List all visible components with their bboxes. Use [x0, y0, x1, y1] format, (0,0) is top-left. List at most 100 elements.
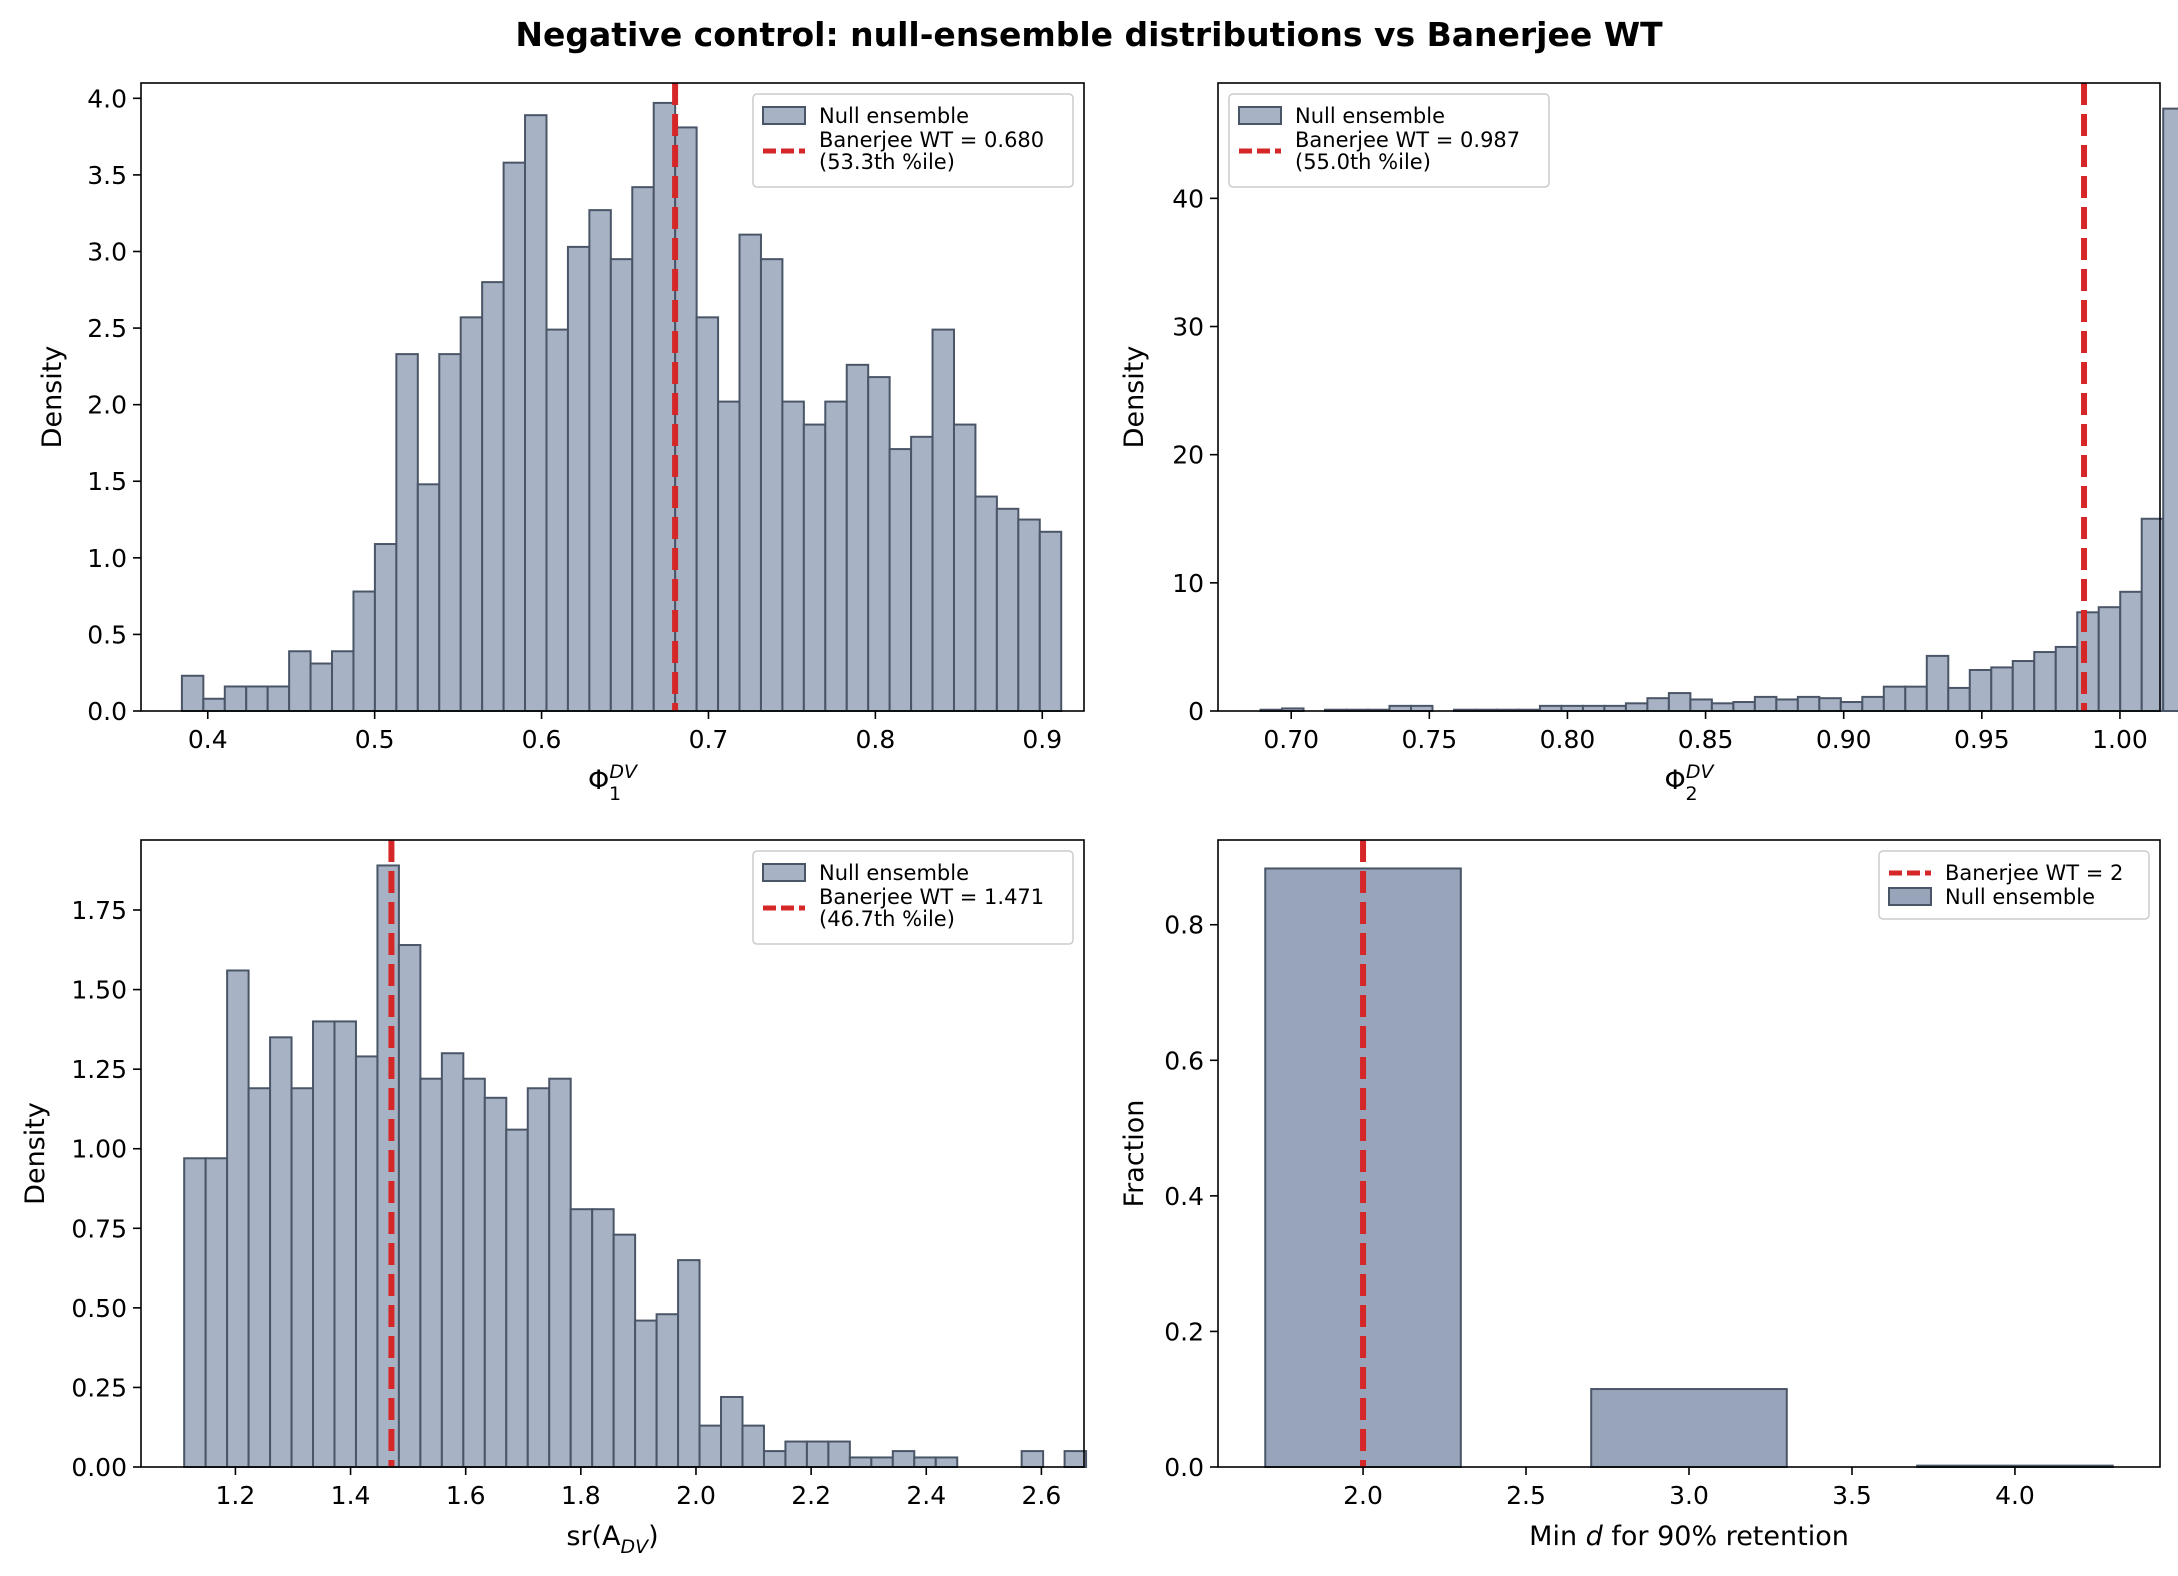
x-tick-label: 0.80	[1540, 725, 1596, 754]
x-label-sub: 1	[609, 783, 621, 805]
legend-null-label: Null ensemble	[819, 861, 969, 885]
bar	[824, 400, 848, 712]
bars-phi1	[180, 101, 1063, 713]
y-tick-label: 1.75	[71, 896, 127, 925]
bar	[223, 685, 248, 712]
bar	[1020, 1450, 1045, 1468]
axes-frame	[140, 839, 1085, 1468]
chart-phi1: 0.4 0.5 0.6 0.7 0.8 0.9 0.0 0.5 1.0 1.5 2.0 2.5 3.0 3…	[37, 82, 1085, 805]
bar	[655, 1313, 680, 1468]
bar	[1990, 666, 2014, 712]
bar	[526, 1087, 551, 1468]
x-label-italic: d	[1586, 1521, 1604, 1552]
bar	[548, 1077, 572, 1468]
bar	[717, 400, 741, 712]
x-label-prefix: Min	[1529, 1521, 1586, 1552]
bar	[720, 1395, 744, 1468]
bar	[674, 126, 698, 713]
y-tick-label: 40	[1172, 184, 1204, 213]
legend-marker-label: Banerjee WT = 2	[1945, 861, 2123, 885]
figure-title: Negative control: null-ensemble distribu…	[515, 15, 1663, 54]
bar	[738, 233, 762, 712]
x-tick-label: 2.5	[1506, 1481, 1546, 1510]
x-label-sup: DV	[609, 761, 639, 783]
y-tick-label: 0.0	[87, 697, 127, 726]
bar	[695, 316, 720, 712]
bar	[891, 1450, 916, 1468]
bar	[1710, 702, 1735, 712]
legend-box	[1228, 93, 1550, 188]
bar	[309, 662, 334, 713]
bars-phi2	[1259, 107, 2178, 713]
y-tick-label: 1.50	[71, 976, 127, 1005]
bar	[1839, 701, 1864, 713]
x-label-sub: 2	[1685, 783, 1697, 805]
bar	[827, 1440, 851, 1469]
bar	[591, 1208, 615, 1468]
bar	[2097, 606, 2122, 712]
y-tick-label: 30	[1172, 313, 1204, 342]
bar	[802, 423, 827, 712]
x-tick-label: 0.7	[689, 725, 729, 754]
x-tick-label: 2.0	[676, 1481, 716, 1510]
bar	[288, 650, 312, 713]
x-tick-label: 1.2	[216, 1481, 256, 1510]
x-tick-label: 3.5	[1832, 1481, 1872, 1510]
y-axis-label: Density	[20, 1102, 51, 1205]
bar	[462, 1077, 486, 1468]
x-label-base: sr(A	[566, 1521, 621, 1552]
legend-null-swatch	[762, 106, 806, 125]
bar	[2076, 611, 2100, 712]
bar	[2033, 651, 2057, 712]
legend-box	[752, 850, 1074, 945]
bar	[634, 1319, 658, 1468]
bar	[331, 650, 355, 713]
legend-box	[752, 93, 1074, 188]
x-tick-label: 0.4	[188, 725, 228, 754]
y-tick-label: 1.5	[87, 467, 127, 496]
y-tick-label: 0.8	[1164, 911, 1204, 940]
bar	[1624, 702, 1649, 712]
bar	[290, 1087, 315, 1468]
bar	[888, 448, 913, 712]
y-tick-label: 4.0	[87, 84, 127, 113]
x-tick-label: 3.0	[1669, 1481, 1709, 1510]
legend-null-label: Null ensemble	[819, 104, 969, 128]
bar	[845, 363, 870, 712]
bar	[419, 1077, 443, 1468]
legend-box	[1878, 850, 2150, 920]
bar	[1732, 701, 1756, 713]
x-tick-label: 0.6	[522, 725, 562, 754]
chart-phi2: 0.70 0.75 0.80 0.85 0.90 0.95 1.00 0 10 20 30 40 Den…	[1119, 82, 2178, 805]
bar	[395, 353, 419, 712]
x-label-sup: DV	[1686, 761, 1716, 783]
bar	[1904, 685, 1928, 713]
bar	[202, 697, 226, 712]
x-axis-label: Min d for 90% retention	[1529, 1521, 1849, 1552]
x-tick-label: 2.2	[791, 1481, 831, 1510]
y-tick-label: 0.75	[71, 1214, 127, 1243]
y-tick-label: 0.50	[71, 1294, 127, 1323]
y-tick-label: 0.2	[1164, 1317, 1204, 1346]
bar	[481, 281, 505, 712]
bar	[1017, 518, 1041, 712]
y-tick-label: 0.6	[1164, 1046, 1204, 1075]
bar	[652, 101, 677, 713]
legend-marker-label: Banerjee WT = 0.680	[819, 128, 1044, 152]
bar	[226, 969, 250, 1468]
legend-null-label: Null ensemble	[1295, 104, 1445, 128]
x-label-suffix: for 90% retention	[1603, 1521, 1849, 1552]
bar	[245, 685, 269, 712]
bar	[502, 161, 527, 712]
bar	[612, 1233, 637, 1469]
legend-marker-percentile: (53.3th %ile)	[819, 150, 955, 174]
bar	[1925, 654, 1950, 713]
bar	[569, 1208, 594, 1468]
bar	[247, 1087, 272, 1468]
bar	[759, 258, 784, 712]
bar	[913, 1456, 937, 1468]
bar	[1689, 698, 1713, 712]
bar	[762, 1450, 787, 1468]
y-axis-label: Density	[37, 346, 68, 449]
y-tick-label: 0.5	[87, 620, 127, 649]
